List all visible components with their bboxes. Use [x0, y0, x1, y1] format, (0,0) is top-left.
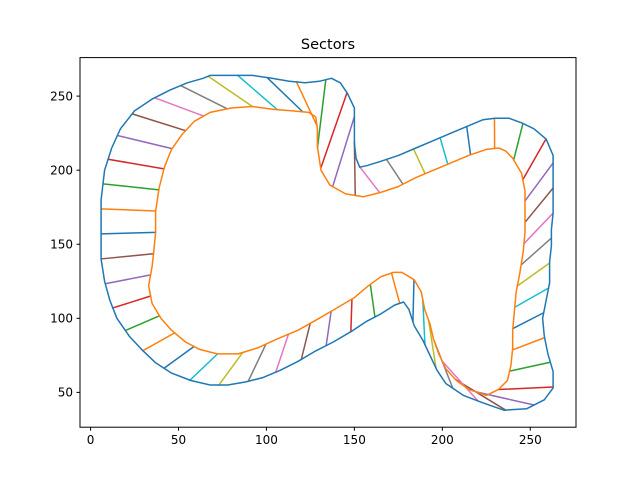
- x-tick-label: 150: [343, 433, 366, 447]
- x-tick-label: 100: [255, 433, 278, 447]
- chart-title: Sectors: [301, 37, 355, 53]
- y-tick-label: 200: [50, 163, 73, 177]
- sector-divider: [112, 295, 152, 309]
- outer-boundary-line: [100, 74, 554, 411]
- y-tick-label: 50: [58, 386, 73, 400]
- sector-divider: [465, 125, 472, 156]
- sector-divider: [412, 278, 415, 323]
- sector-divider: [325, 310, 332, 347]
- sector-divider: [385, 158, 404, 185]
- y-tick-label: 150: [50, 238, 73, 252]
- sector-divider: [100, 252, 155, 260]
- sector-divider: [474, 391, 535, 406]
- x-tick-label: 200: [431, 433, 454, 447]
- sector-divider: [207, 75, 254, 108]
- sector-divider: [511, 336, 546, 351]
- sector-divider: [142, 332, 176, 352]
- sector-divider: [422, 298, 426, 346]
- sector-divider: [236, 74, 279, 111]
- sector-divider: [163, 345, 195, 369]
- sector-divider: [189, 353, 219, 381]
- sector-divider: [153, 97, 205, 117]
- sector-divider: [427, 319, 437, 369]
- sector-divider: [439, 137, 449, 165]
- sector-divider: [300, 322, 311, 361]
- sector-divider: [441, 360, 479, 402]
- sector-divider: [390, 272, 401, 305]
- sector-divider: [514, 287, 550, 309]
- x-tick-label: 250: [519, 433, 542, 447]
- sector-divider: [104, 274, 152, 285]
- sector-divider: [350, 298, 353, 333]
- sector-divider: [275, 333, 290, 373]
- sector-divider: [100, 231, 157, 235]
- sector-divider: [247, 343, 267, 383]
- axes-frame: [79, 57, 577, 428]
- sector-divider: [508, 361, 552, 372]
- y-axis: 50 100 150 200 250: [50, 89, 80, 400]
- sector-divider: [179, 84, 229, 110]
- sector-divider: [124, 315, 161, 332]
- sector-divider: [116, 134, 173, 150]
- sector-divider: [369, 283, 376, 318]
- sector-divider: [520, 237, 553, 266]
- x-tick-label: 0: [87, 433, 95, 447]
- sector-divider: [516, 262, 551, 287]
- sector-divider: [512, 122, 524, 161]
- sector-divider: [319, 91, 348, 170]
- sector-divider: [523, 212, 554, 245]
- sector-divider: [131, 113, 187, 132]
- sector-divider: [316, 78, 327, 148]
- sector-divider: [524, 162, 554, 202]
- sector-divider: [266, 76, 304, 113]
- sector-divider: [497, 386, 554, 391]
- sector-divider: [295, 81, 318, 127]
- sector-divider: [100, 208, 157, 212]
- plot-area: [100, 74, 554, 411]
- sector-divider: [524, 187, 554, 224]
- x-axis: 0 50 100 150 200 250: [87, 427, 542, 447]
- x-tick-label: 50: [171, 433, 186, 447]
- sector-divider: [358, 165, 381, 194]
- inner-boundary-line: [147, 105, 526, 397]
- sector-divider: [331, 115, 356, 188]
- y-tick-label: 100: [50, 312, 73, 326]
- sector-divider: [412, 148, 426, 175]
- sector-divider: [522, 138, 547, 181]
- sector-divider: [512, 311, 545, 330]
- y-tick-label: 250: [50, 89, 73, 103]
- sector-divider: [107, 158, 165, 170]
- sector-divider: [102, 183, 160, 191]
- sector-divider: [218, 351, 244, 386]
